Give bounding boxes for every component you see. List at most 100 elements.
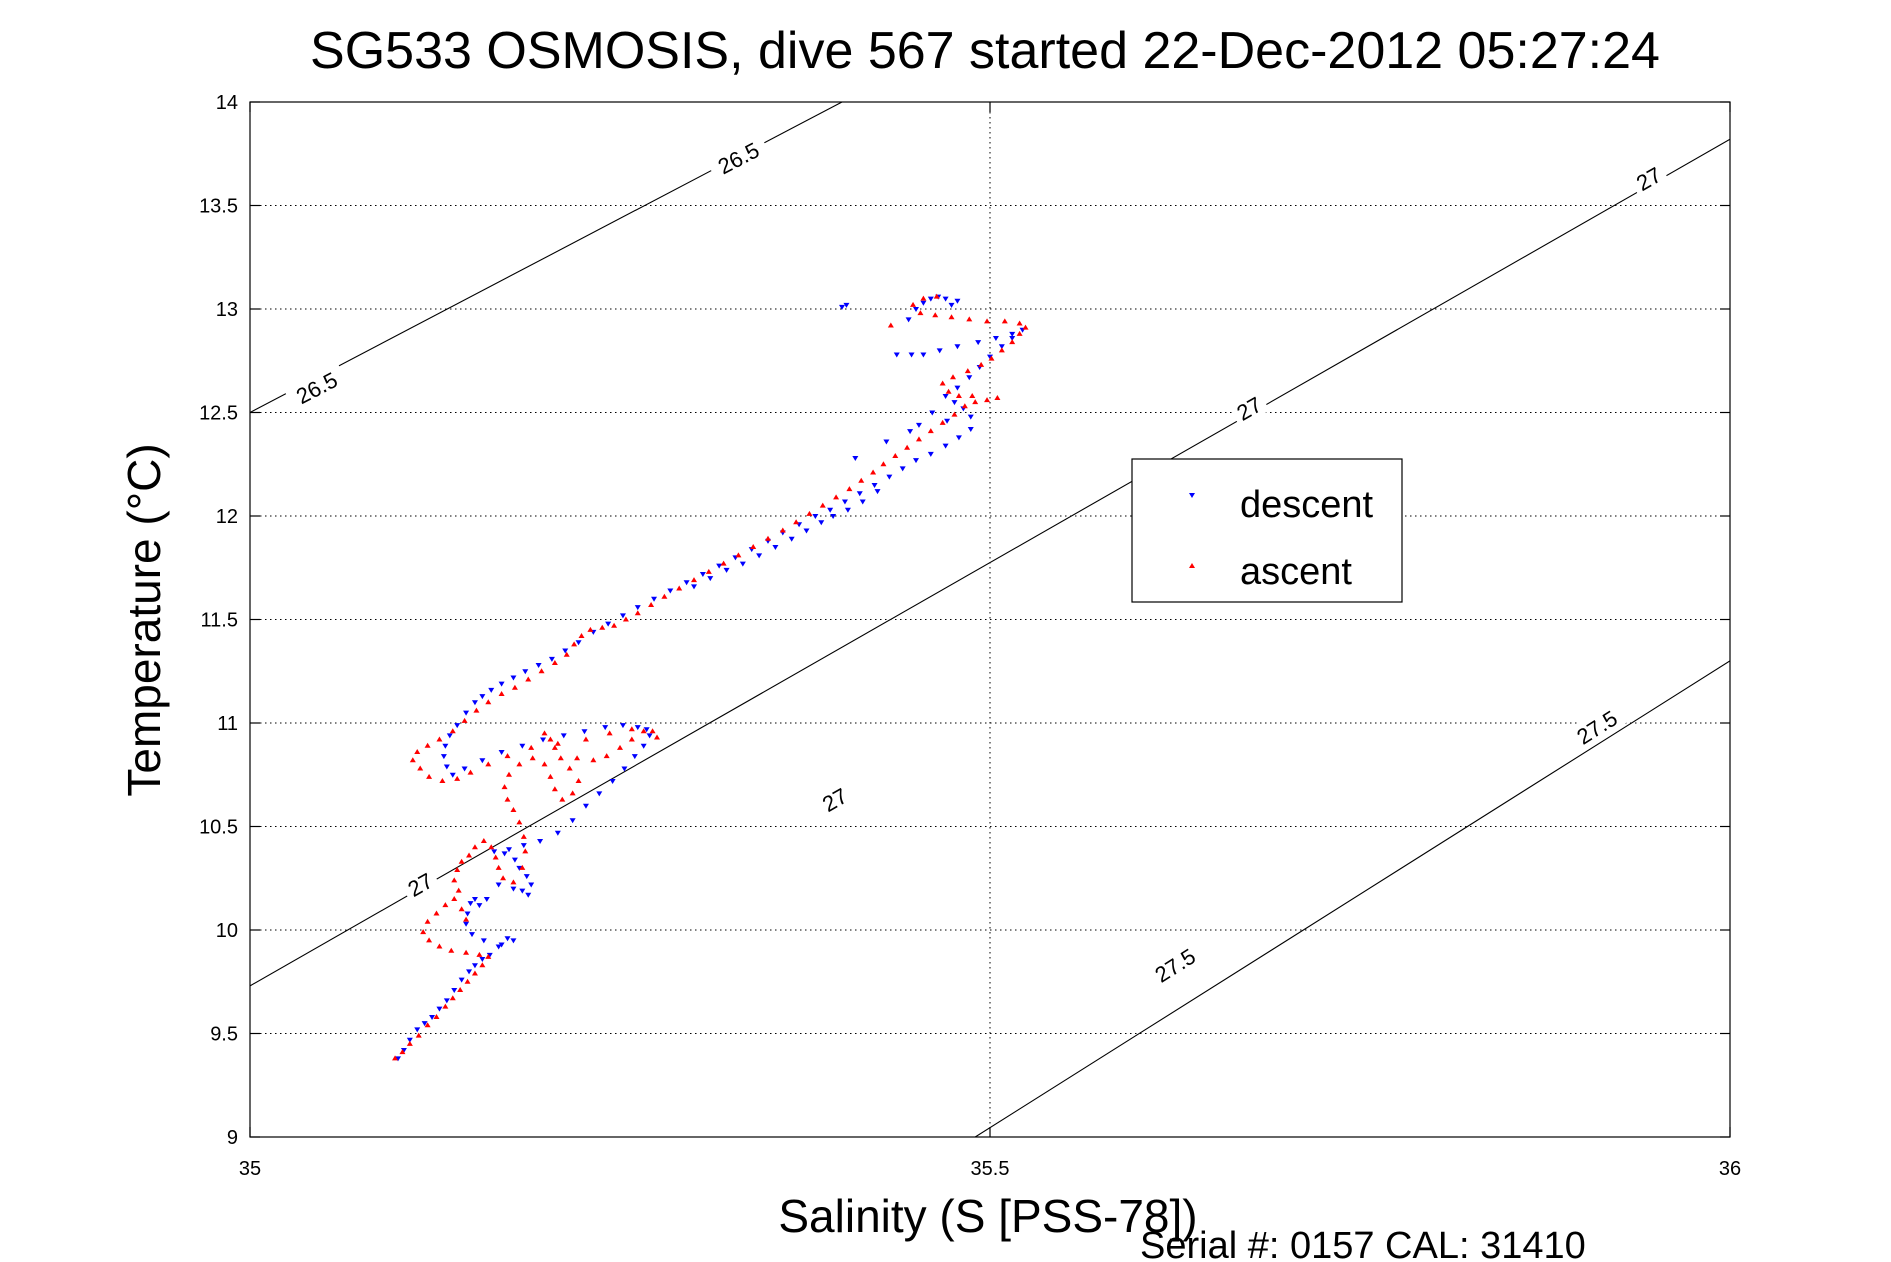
descent-point — [454, 723, 461, 729]
ascent-point — [485, 953, 492, 959]
descent-point — [899, 466, 906, 472]
descent-point — [498, 681, 505, 687]
ascent-point — [578, 633, 585, 639]
descent-point — [967, 427, 974, 433]
descent-point — [498, 749, 505, 755]
ascent-point — [547, 736, 554, 742]
ascent-point — [961, 403, 968, 409]
descent-point — [954, 385, 961, 391]
ascent-point — [451, 895, 458, 901]
ascent-point — [735, 552, 742, 558]
descent-point — [602, 725, 609, 731]
descent-point — [619, 613, 626, 619]
ascent-point — [587, 626, 594, 632]
density-contour-line — [974, 660, 1730, 1137]
descent-point — [421, 1021, 428, 1027]
ascent-point — [750, 544, 757, 550]
contour-label-mask — [812, 778, 856, 819]
ascent-point — [582, 736, 589, 742]
descent-point — [927, 451, 934, 457]
y-axis-label: Temperature (°C) — [118, 443, 170, 796]
ascent-point — [551, 786, 558, 792]
descent-point — [575, 640, 582, 646]
ascent-point — [449, 728, 456, 734]
descent-point — [944, 418, 951, 424]
ascent-point — [547, 773, 554, 779]
descent-point — [874, 489, 881, 495]
ascent-point — [471, 970, 478, 976]
contour-label-mask — [1563, 699, 1629, 754]
descent-point — [463, 921, 470, 927]
ascent-point — [1016, 330, 1023, 336]
ascent-point — [488, 844, 495, 850]
y-tick-label: 9.5 — [210, 1024, 238, 1046]
x-tick-labels: 35 35.5 36 — [239, 1158, 1741, 1180]
descent-point — [581, 729, 588, 735]
legend-ascent-marker — [1189, 563, 1195, 568]
descent-point — [436, 1006, 443, 1012]
descent-point — [841, 499, 848, 505]
descent-point — [467, 901, 474, 907]
ascent-point — [520, 833, 527, 839]
descent-point — [1009, 335, 1016, 341]
ascent-point — [969, 392, 976, 398]
ascent-point — [436, 736, 443, 742]
ascent-point — [479, 962, 486, 968]
ascent-point — [915, 436, 922, 442]
ascent-point — [933, 293, 940, 299]
descent-point — [756, 553, 763, 559]
ascent-point — [511, 684, 518, 690]
ascent-point — [541, 730, 548, 736]
ascent-point — [1001, 318, 1008, 324]
ascent-point — [424, 1022, 431, 1028]
ascent-point — [705, 568, 712, 574]
ascent-point — [414, 748, 421, 754]
descent-point — [510, 938, 517, 944]
ascent-point — [571, 641, 578, 647]
descent-point — [451, 988, 458, 994]
ascent-point — [951, 411, 958, 417]
descent-point — [830, 514, 837, 519]
ascent-point — [569, 790, 576, 796]
ascent-point — [392, 1055, 399, 1061]
ascent-point — [458, 906, 465, 912]
descent-point — [582, 803, 589, 809]
descent-point — [395, 1056, 401, 1062]
ascent-point — [611, 622, 618, 628]
ascent-point — [575, 777, 582, 783]
descent-point — [942, 393, 949, 399]
descent-point — [510, 886, 517, 892]
ascent-point — [978, 361, 985, 367]
y-tick-label: 12.5 — [199, 403, 238, 425]
descent-point — [605, 621, 612, 627]
ascent-point — [955, 392, 962, 398]
ascent-point — [948, 314, 955, 320]
ascent-point — [498, 691, 505, 697]
descent-point — [596, 791, 603, 797]
descent-point — [528, 882, 535, 888]
legend: descent ascent — [1131, 458, 1403, 603]
ascent-point — [451, 877, 458, 883]
descent-point — [609, 778, 616, 784]
contour-label-mask — [1626, 157, 1670, 198]
x-axis-label: Salinity (S [PSS-78]) — [778, 1190, 1197, 1242]
ascent-point — [551, 744, 558, 750]
descent-point — [929, 410, 936, 416]
descent-point — [955, 435, 962, 441]
descent-point — [643, 727, 650, 733]
ascent-point — [458, 858, 465, 864]
descent-point — [479, 758, 486, 764]
descent-point — [913, 307, 919, 312]
descent-point — [516, 865, 523, 871]
ascent-point — [420, 929, 427, 935]
ascent-point — [765, 535, 771, 541]
ascent-point — [554, 740, 561, 746]
descent-point — [651, 596, 658, 602]
descent-point — [954, 344, 961, 350]
contour-label-mask — [705, 131, 771, 183]
density-contour-line — [250, 138, 1730, 987]
descent-point — [723, 567, 730, 573]
descent-point — [788, 536, 795, 542]
descent-point — [560, 733, 567, 739]
